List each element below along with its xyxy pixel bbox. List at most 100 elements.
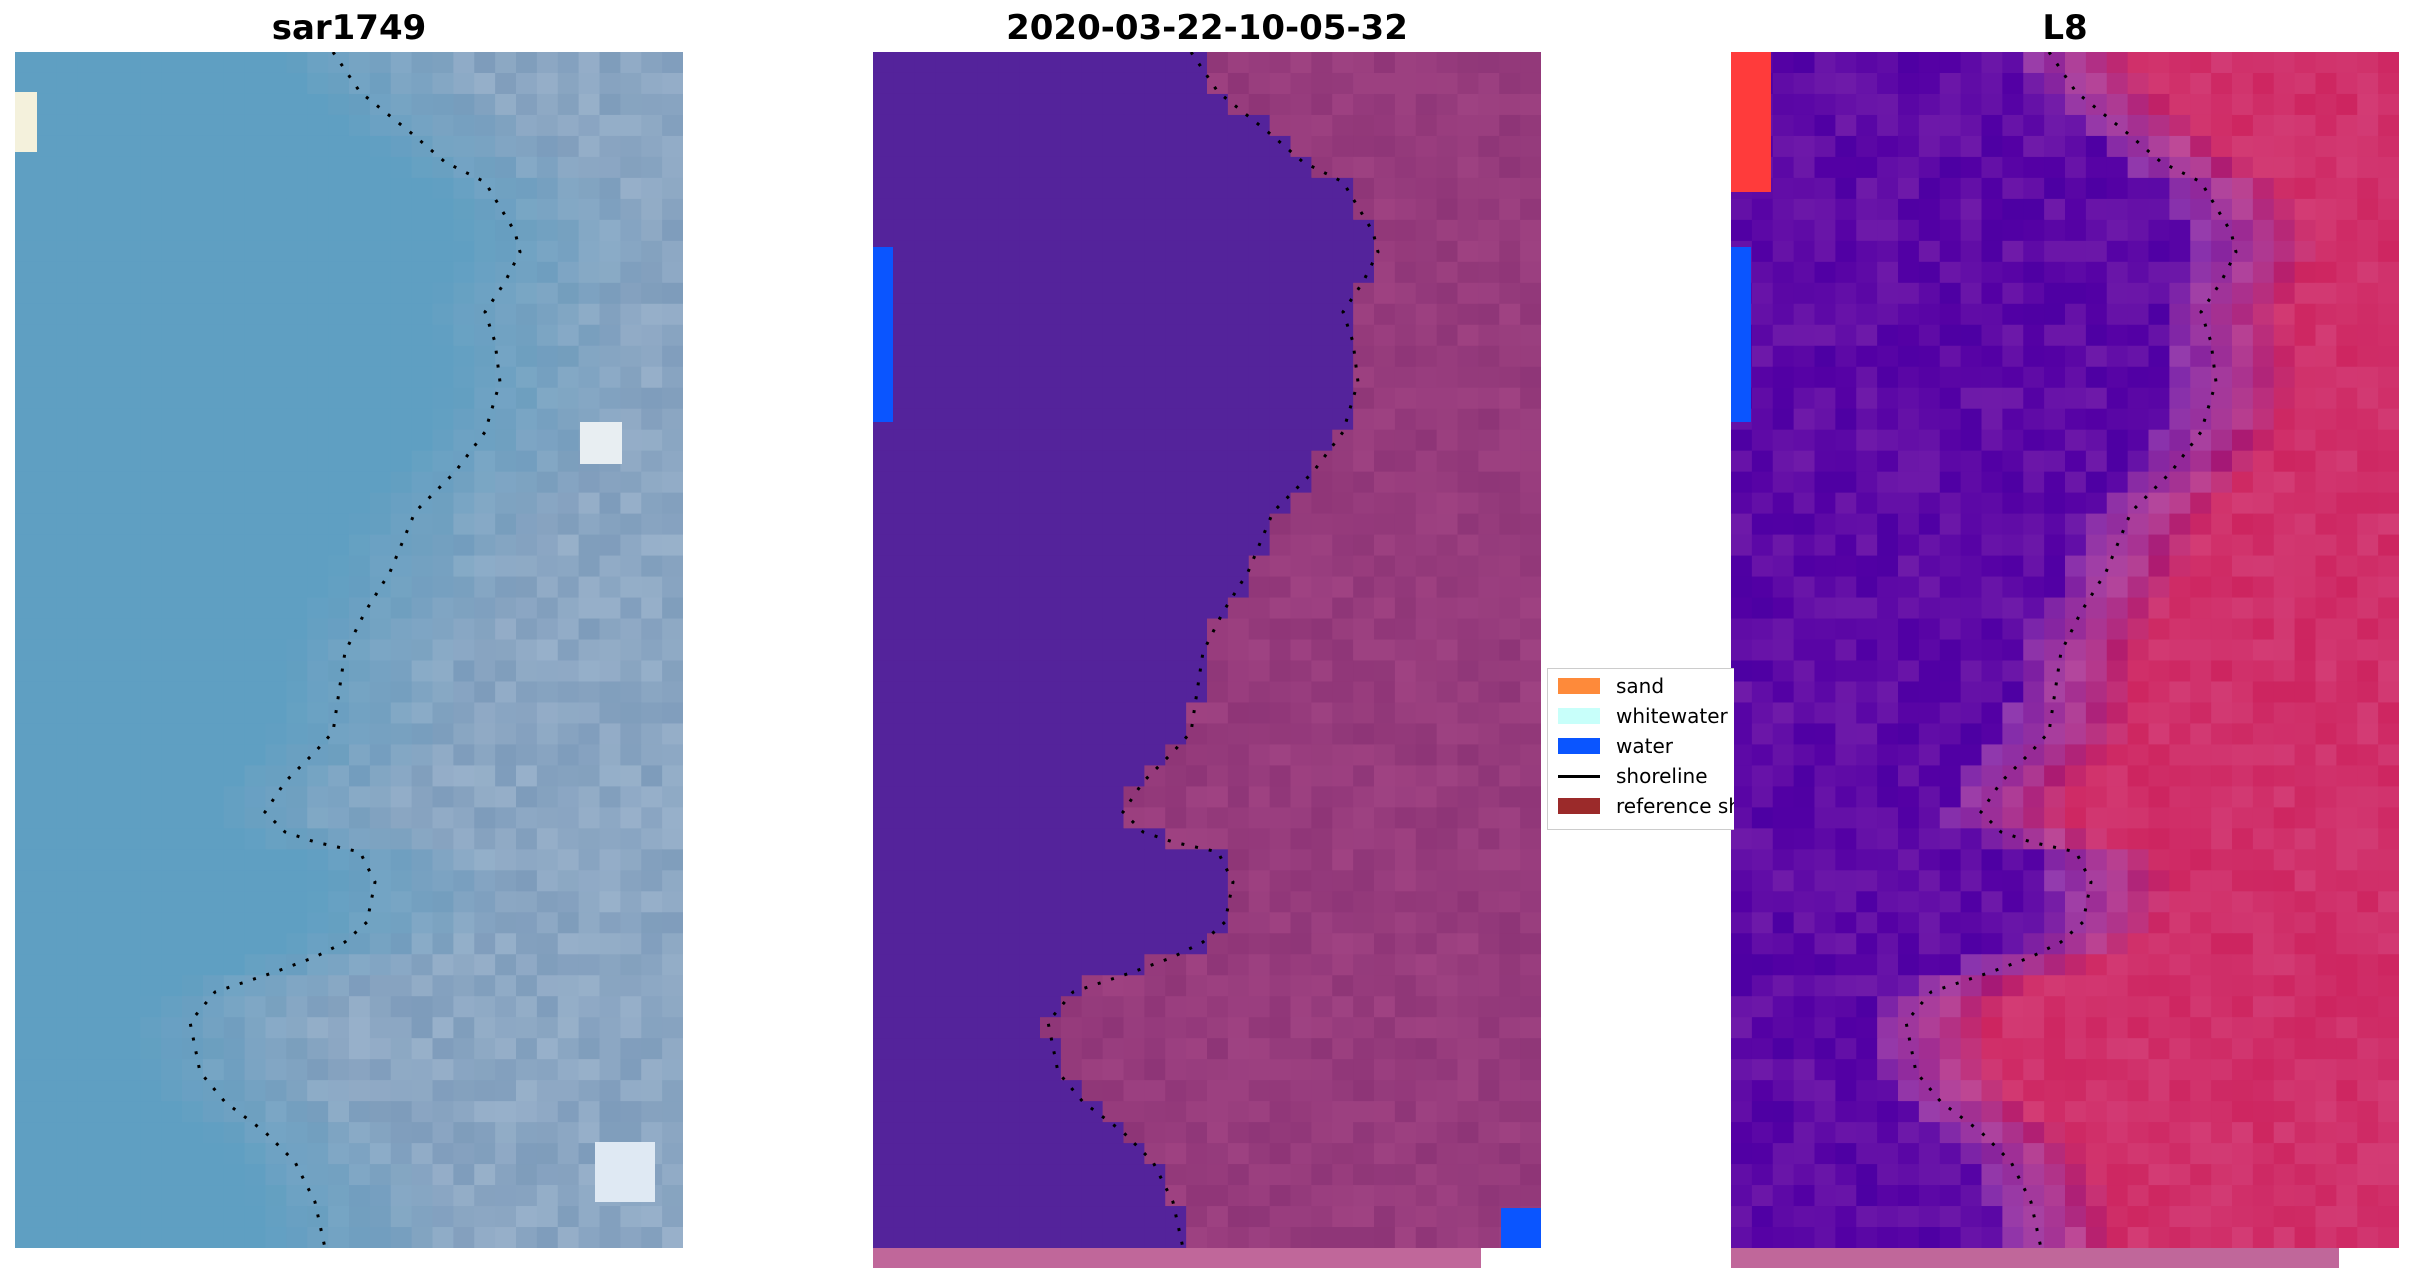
image-pixel [2378, 891, 2399, 913]
image-pixel [2273, 366, 2296, 389]
image-pixel [516, 156, 538, 179]
image-pixel [1081, 765, 1104, 787]
image-pixel [1311, 52, 1333, 74]
image-pixel [1793, 324, 1816, 347]
image-pixel [2378, 366, 2399, 389]
image-pixel [893, 93, 916, 116]
image-pixel [1060, 282, 1083, 305]
image-pixel [1793, 72, 1816, 95]
image-pixel [286, 933, 308, 955]
image-pixel [1060, 1122, 1083, 1144]
image-pixel [2044, 765, 2066, 787]
image-pixel [2190, 177, 2212, 200]
image-pixel [1353, 450, 1375, 473]
image-pixel [307, 52, 329, 74]
image-pixel [2085, 618, 2108, 641]
image-pixel [98, 303, 120, 326]
image-pixel [390, 954, 413, 976]
image-pixel [453, 1164, 475, 1186]
image-pixel [2378, 660, 2399, 683]
image-pixel [369, 828, 392, 850]
image-pixel [474, 387, 496, 410]
image-pixel [202, 93, 225, 116]
image-pixel [536, 52, 559, 74]
image-pixel [223, 954, 246, 976]
image-pixel [1081, 744, 1104, 766]
image-pixel [893, 513, 916, 536]
image-pixel [77, 702, 100, 725]
image-pixel [1415, 345, 1438, 368]
image-pixel [641, 282, 663, 305]
image-pixel [2294, 366, 2317, 389]
image-pixel [998, 681, 1020, 704]
image-pixel [453, 1059, 475, 1081]
image-pixel [1394, 1206, 1417, 1228]
image-pixel [557, 93, 580, 116]
image-pixel [119, 744, 141, 766]
image-pixel [349, 135, 371, 158]
image-pixel [1814, 744, 1836, 766]
image-pixel [1081, 807, 1104, 829]
image-pixel [56, 891, 79, 913]
image-pixel [2002, 198, 2024, 221]
image-pixel [182, 282, 204, 305]
image-pixel [1227, 1101, 1250, 1123]
image-pixel [1898, 723, 1920, 746]
image-pixel [1457, 912, 1479, 934]
image-pixel [56, 72, 79, 95]
image-pixel [998, 240, 1020, 263]
image-pixel [2211, 828, 2233, 850]
image-pixel [935, 1164, 958, 1186]
image-pixel [1478, 786, 1500, 808]
image-pixel [77, 954, 100, 976]
image-pixel [161, 1038, 183, 1060]
image-pixel [1144, 912, 1166, 934]
image-pixel [1290, 345, 1312, 368]
image-pixel [1793, 891, 1816, 913]
image-pixel [1918, 765, 1941, 787]
image-pixel [223, 261, 246, 284]
image-pixel [536, 324, 559, 347]
image-pixel [1918, 681, 1941, 704]
image-pixel [202, 1143, 225, 1165]
image-pixel [1499, 786, 1521, 808]
image-pixel [1207, 492, 1229, 515]
image-pixel [1394, 261, 1417, 284]
image-pixel [935, 387, 958, 410]
image-pixel [2315, 702, 2337, 725]
image-pixel [1311, 870, 1333, 892]
image-pixel [599, 93, 621, 116]
image-pixel [1394, 744, 1417, 766]
image-pixel [977, 219, 999, 242]
image-pixel [1269, 429, 1292, 452]
image-pixel [202, 1164, 225, 1186]
image-pixel [641, 471, 663, 494]
image-pixel [1186, 975, 1208, 997]
image-pixel [1918, 72, 1941, 95]
image-pixel [223, 1038, 246, 1060]
image-pixel [1123, 177, 1145, 200]
image-pixel [578, 1122, 601, 1144]
image-pixel [56, 93, 79, 116]
image-pixel [599, 219, 621, 242]
image-pixel [998, 891, 1020, 913]
image-pixel [2252, 198, 2275, 221]
image-pixel [2357, 387, 2379, 410]
image-pixel [1877, 450, 1899, 473]
image-pixel [453, 261, 475, 284]
image-pixel [1415, 282, 1438, 305]
image-pixel [2211, 576, 2233, 599]
image-pixel [956, 870, 978, 892]
image-pixel [1248, 1206, 1271, 1228]
image-pixel [536, 366, 559, 389]
image-pixel [2106, 807, 2129, 829]
image-pixel [369, 1080, 392, 1102]
image-pixel [557, 933, 580, 955]
image-pixel [2065, 93, 2087, 116]
image-pixel [641, 156, 663, 179]
image-pixel [2002, 849, 2024, 871]
image-pixel [495, 534, 517, 557]
image-pixel [1415, 723, 1438, 746]
image-pixel [453, 933, 475, 955]
image-pixel [578, 597, 601, 620]
